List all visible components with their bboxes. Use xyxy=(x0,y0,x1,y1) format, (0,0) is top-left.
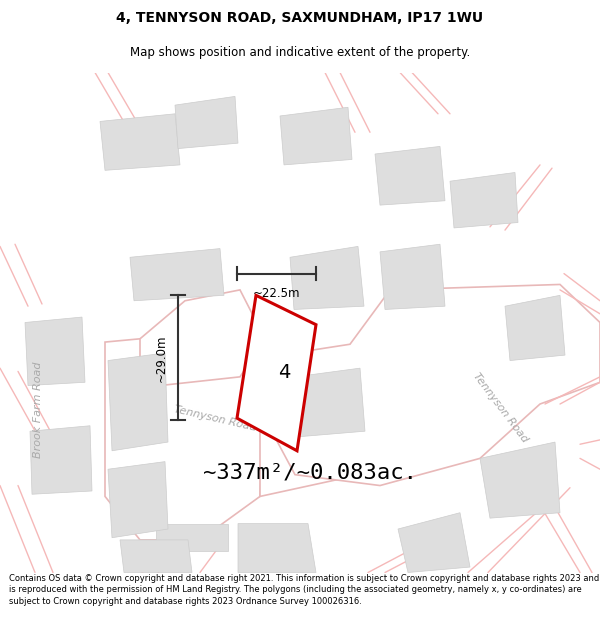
Polygon shape xyxy=(25,317,85,386)
Polygon shape xyxy=(260,355,390,496)
Polygon shape xyxy=(375,146,445,205)
Text: ~29.0m: ~29.0m xyxy=(155,334,168,382)
Polygon shape xyxy=(100,114,180,171)
Polygon shape xyxy=(30,426,92,494)
Text: Contains OS data © Crown copyright and database right 2021. This information is : Contains OS data © Crown copyright and d… xyxy=(9,574,599,606)
Text: Tennyson Road: Tennyson Road xyxy=(470,371,529,444)
Polygon shape xyxy=(280,107,352,165)
Polygon shape xyxy=(450,173,518,228)
Polygon shape xyxy=(156,524,228,551)
Polygon shape xyxy=(505,296,565,361)
Polygon shape xyxy=(120,540,192,572)
Polygon shape xyxy=(295,368,365,437)
Polygon shape xyxy=(108,462,168,538)
Text: Tennyson Road: Tennyson Road xyxy=(173,404,257,432)
Text: 4, TENNYSON ROAD, SAXMUNDHAM, IP17 1WU: 4, TENNYSON ROAD, SAXMUNDHAM, IP17 1WU xyxy=(116,11,484,25)
Text: Brook Farm Road: Brook Farm Road xyxy=(33,361,43,458)
Polygon shape xyxy=(140,290,265,388)
Text: Map shows position and indicative extent of the property.: Map shows position and indicative extent… xyxy=(130,46,470,59)
Text: ~337m²/~0.083ac.: ~337m²/~0.083ac. xyxy=(203,462,417,482)
Polygon shape xyxy=(108,353,168,451)
Polygon shape xyxy=(380,244,445,309)
Polygon shape xyxy=(105,322,265,540)
Polygon shape xyxy=(130,249,224,301)
Text: 4: 4 xyxy=(278,362,290,382)
Polygon shape xyxy=(398,512,470,572)
Polygon shape xyxy=(175,96,238,149)
Polygon shape xyxy=(237,296,316,451)
Polygon shape xyxy=(238,524,316,572)
Text: ~22.5m: ~22.5m xyxy=(253,287,300,299)
Polygon shape xyxy=(260,284,600,486)
Polygon shape xyxy=(290,246,364,309)
Polygon shape xyxy=(480,442,560,518)
